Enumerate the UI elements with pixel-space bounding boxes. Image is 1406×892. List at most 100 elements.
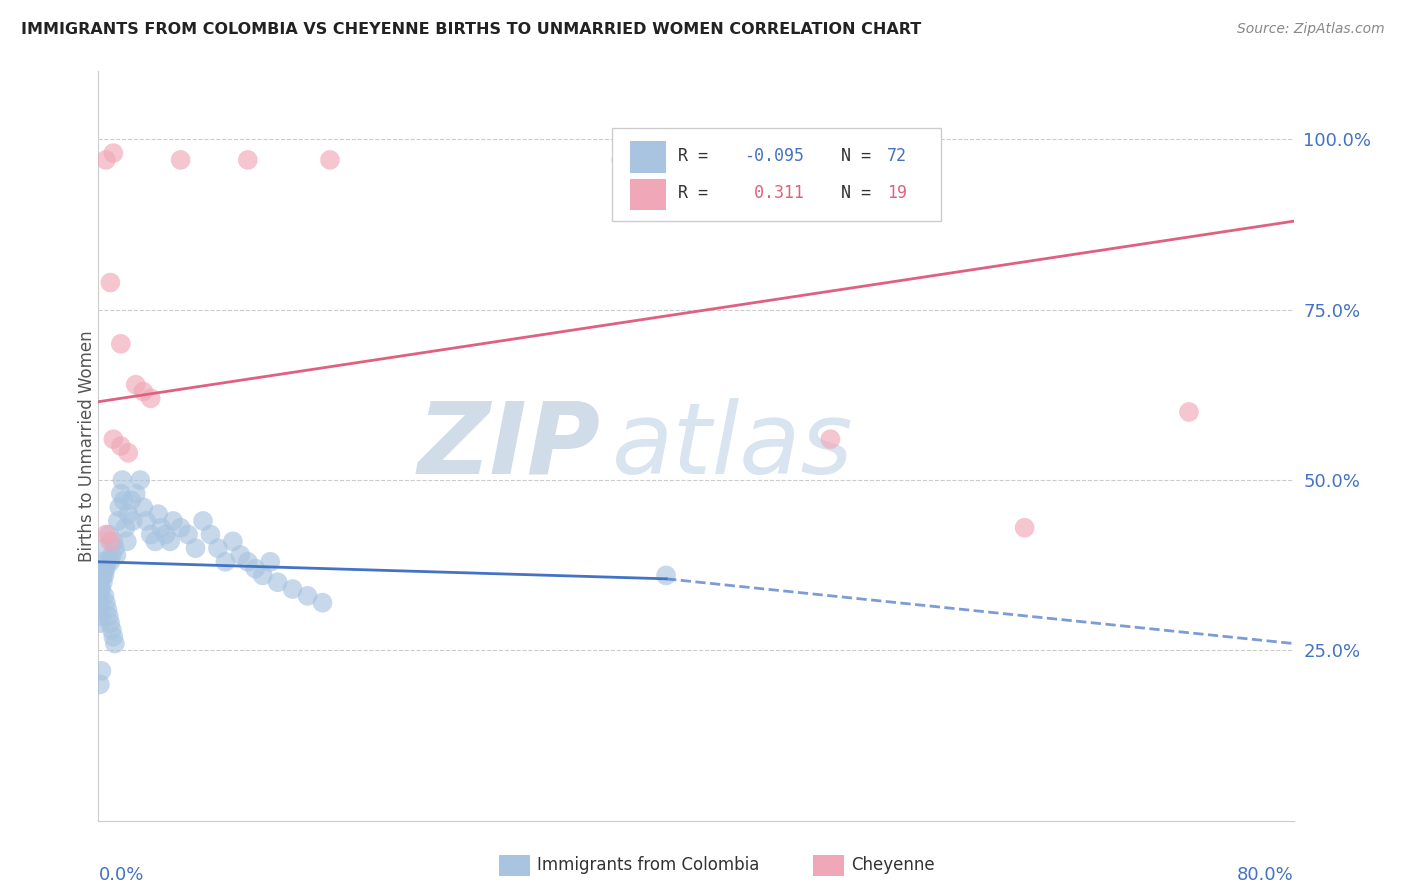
Point [191, 514, 214, 528]
Point [104, 541, 127, 556]
Point [103, 146, 125, 161]
Text: 80.0%: 80.0% [1237, 865, 1294, 884]
Point [150, 521, 173, 535]
Point [89, 677, 111, 691]
Point [117, 446, 139, 460]
Point [319, 153, 342, 167]
Point [267, 575, 290, 590]
Point [96, 555, 118, 569]
Point [125, 377, 148, 392]
Point [139, 527, 162, 541]
Text: atlas: atlas [613, 398, 853, 494]
Text: N =: N = [821, 185, 882, 202]
Point [103, 534, 125, 549]
Point [121, 514, 143, 528]
Point [132, 500, 155, 515]
Point [89, 582, 111, 596]
Point [169, 153, 191, 167]
Point [112, 493, 135, 508]
Point [96, 602, 118, 616]
Text: 0.0%: 0.0% [98, 865, 143, 884]
Point [125, 486, 148, 500]
Point [655, 568, 678, 582]
Point [143, 534, 166, 549]
Point [155, 527, 177, 541]
Point [89, 596, 111, 610]
Point [1014, 521, 1036, 535]
Text: 0.311: 0.311 [744, 185, 804, 202]
Point [89, 616, 111, 631]
Text: ZIP: ZIP [418, 398, 600, 494]
Point [110, 336, 132, 351]
Point [115, 534, 138, 549]
Point [89, 602, 111, 616]
Point [169, 521, 191, 535]
FancyBboxPatch shape [630, 178, 666, 210]
Point [311, 596, 333, 610]
Point [98, 276, 122, 290]
Point [97, 609, 120, 624]
Point [214, 555, 236, 569]
Point [89, 589, 111, 603]
Point [103, 630, 125, 644]
Point [297, 589, 319, 603]
Point [610, 153, 633, 167]
Point [111, 473, 134, 487]
Point [229, 548, 252, 562]
Point [101, 623, 124, 637]
Point [236, 153, 259, 167]
Point [135, 514, 157, 528]
Point [94, 153, 117, 167]
Point [91, 541, 114, 556]
Point [90, 555, 112, 569]
FancyBboxPatch shape [613, 128, 941, 221]
Text: Cheyenne: Cheyenne [851, 856, 934, 874]
Point [108, 500, 131, 515]
Point [1178, 405, 1201, 419]
Text: 19: 19 [887, 185, 907, 202]
Point [94, 561, 117, 575]
Point [90, 664, 112, 678]
Point [103, 432, 125, 446]
Point [114, 521, 136, 535]
Point [222, 534, 245, 549]
Point [104, 636, 127, 650]
Point [120, 493, 142, 508]
Text: Immigrants from Colombia: Immigrants from Colombia [537, 856, 759, 874]
Text: N =: N = [821, 147, 882, 165]
Point [129, 473, 152, 487]
Point [177, 527, 200, 541]
Point [162, 514, 184, 528]
Point [90, 582, 112, 596]
Point [245, 561, 267, 575]
Point [105, 548, 128, 562]
Point [93, 568, 115, 582]
Text: IMMIGRANTS FROM COLOMBIA VS CHEYENNE BIRTHS TO UNMARRIED WOMEN CORRELATION CHART: IMMIGRANTS FROM COLOMBIA VS CHEYENNE BIR… [21, 22, 921, 37]
Point [98, 616, 122, 631]
Point [159, 534, 181, 549]
Point [110, 486, 132, 500]
Point [132, 384, 155, 399]
Text: 72: 72 [887, 147, 907, 165]
Point [89, 568, 111, 582]
Y-axis label: Births to Unmarried Women: Births to Unmarried Women [79, 330, 96, 562]
Point [98, 555, 122, 569]
Point [117, 507, 139, 521]
Point [207, 541, 229, 556]
Point [94, 527, 117, 541]
Point [97, 527, 120, 541]
Point [184, 541, 207, 556]
Point [93, 589, 115, 603]
Point [91, 568, 114, 582]
Point [139, 392, 162, 406]
Text: -0.095: -0.095 [744, 147, 804, 165]
Point [101, 548, 124, 562]
Point [148, 507, 170, 521]
Point [259, 555, 281, 569]
Text: Source: ZipAtlas.com: Source: ZipAtlas.com [1237, 22, 1385, 37]
Point [94, 596, 117, 610]
Point [107, 514, 129, 528]
Point [252, 568, 274, 582]
Point [91, 575, 114, 590]
Point [200, 527, 222, 541]
